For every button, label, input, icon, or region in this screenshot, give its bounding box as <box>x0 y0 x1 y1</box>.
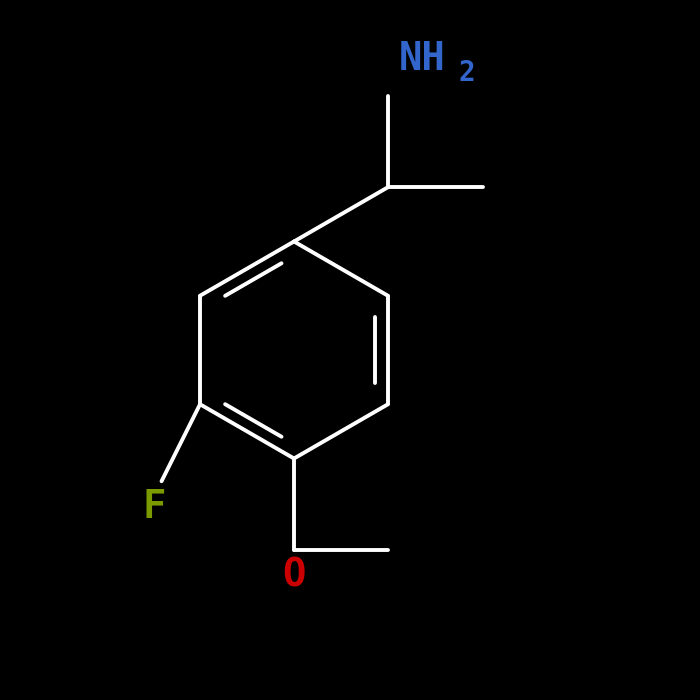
Text: F: F <box>143 489 166 526</box>
Text: NH: NH <box>399 41 446 78</box>
Text: 2: 2 <box>458 59 475 87</box>
Text: O: O <box>282 556 306 594</box>
